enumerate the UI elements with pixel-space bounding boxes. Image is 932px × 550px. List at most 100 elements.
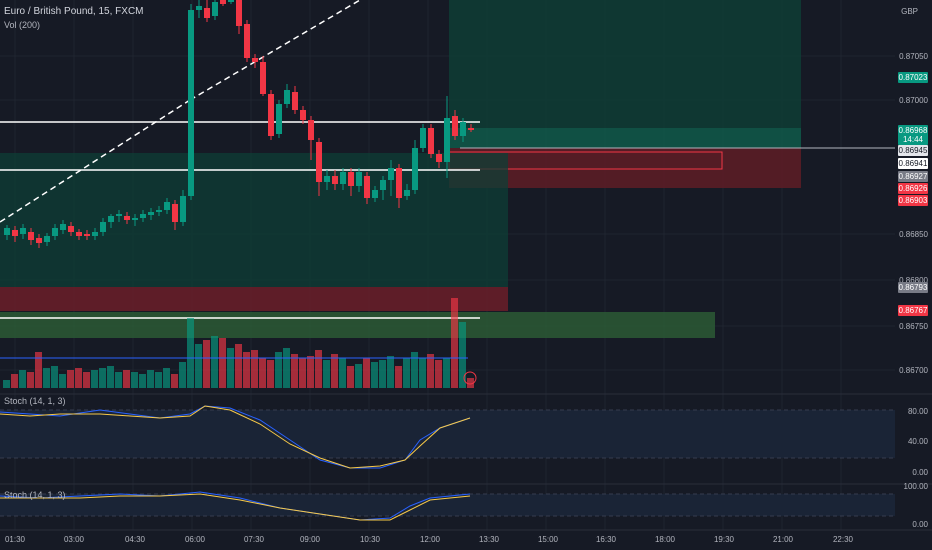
time-tick: 09:00 — [299, 535, 321, 544]
candle-body — [116, 214, 122, 216]
time-tick: 10:30 — [359, 535, 381, 544]
take-profit-zone — [449, 0, 801, 128]
trend-line — [189, 0, 361, 101]
stoch-indicator-label-1[interactable]: Stoch (14, 1, 3) — [4, 396, 66, 406]
candle-body — [292, 92, 298, 110]
volume-bar — [379, 360, 386, 388]
candle-body — [76, 232, 82, 236]
candle-body — [324, 176, 330, 182]
volume-bar — [139, 374, 146, 388]
price-tick: 0.87000 — [899, 96, 928, 105]
candle-body — [420, 128, 426, 148]
volume-bar — [19, 370, 26, 388]
candle-body — [348, 172, 354, 186]
candle-body — [180, 196, 186, 222]
candle-body — [20, 228, 26, 234]
volume-bar — [323, 360, 330, 388]
current-price-tag: 0.86968 14:44 — [898, 125, 928, 145]
candle-body — [236, 0, 242, 26]
position-zone — [449, 128, 801, 148]
volume-bar — [227, 348, 234, 388]
stoch-band — [0, 494, 895, 516]
time-tick: 16:30 — [595, 535, 617, 544]
volume-bar — [283, 348, 290, 388]
stoch-k-line — [0, 491, 471, 521]
time-tick: 06:00 — [184, 535, 206, 544]
candle-body — [316, 142, 322, 182]
volume-bar — [75, 368, 82, 388]
volume-bar — [107, 366, 114, 388]
candle-body — [364, 176, 370, 198]
price-tag: 0.86903 — [898, 195, 928, 206]
volume-bar — [147, 370, 154, 388]
price-tag: 0.86793 — [898, 282, 928, 293]
stoch-tick: 80.00 — [907, 407, 928, 416]
trend-line — [0, 99, 191, 223]
volume-bar — [219, 338, 226, 388]
stoch-band — [0, 410, 895, 458]
supply-zone — [0, 287, 508, 311]
volume-bar — [363, 358, 370, 388]
volume-bar — [187, 318, 194, 388]
time-tick: 01:30 — [4, 535, 26, 544]
volume-bar — [203, 340, 210, 388]
demand-zone — [0, 153, 508, 287]
volume-bar — [331, 354, 338, 388]
symbol-title[interactable]: Euro / British Pound, 15, FXCM — [4, 6, 144, 17]
candle-body — [268, 94, 274, 136]
countdown: 14:44 — [902, 135, 924, 144]
support-zone — [0, 312, 715, 338]
price-tag: 0.86927 — [898, 171, 928, 182]
stoch-k-line — [0, 405, 471, 469]
volume-bar — [427, 354, 434, 388]
volume-bar — [459, 322, 466, 388]
volume-bar — [59, 374, 66, 388]
volume-bar — [115, 372, 122, 388]
volume-bar — [27, 372, 34, 388]
candle-body — [404, 190, 410, 196]
candle-body — [108, 216, 114, 222]
volume-bar — [275, 352, 282, 388]
candle-body — [468, 128, 474, 130]
volume-indicator-label[interactable]: Vol (200) — [4, 20, 41, 30]
volume-bar — [411, 352, 418, 388]
alert-icon — [463, 371, 477, 385]
volume-bar — [451, 298, 458, 388]
candle-body — [44, 236, 50, 242]
candle-body — [140, 214, 146, 218]
candle-body — [156, 210, 162, 212]
volume-bar — [419, 358, 426, 388]
price-tag: 0.86941 — [898, 158, 928, 169]
candle-body — [300, 110, 306, 120]
candle-body — [412, 148, 418, 190]
volume-bar — [83, 372, 90, 388]
candle-body — [124, 216, 130, 220]
candle-body — [436, 154, 442, 162]
stoch-tick: 40.00 — [907, 437, 928, 446]
candle-body — [212, 2, 218, 16]
volume-bar — [67, 370, 74, 388]
current-price: 0.86968 — [898, 126, 928, 135]
volume-bar — [387, 356, 394, 388]
volume-bar — [347, 366, 354, 388]
stoch-indicator-label-2[interactable]: Stoch (14, 1, 3) — [4, 490, 66, 500]
volume-bar — [51, 366, 58, 388]
time-tick: 21:00 — [772, 535, 794, 544]
time-tick: 12:00 — [419, 535, 441, 544]
volume-bar — [395, 366, 402, 388]
candle-body — [164, 202, 170, 210]
volume-bar — [339, 358, 346, 388]
candle-body — [4, 228, 10, 235]
time-tick: 03:00 — [63, 535, 85, 544]
time-tick: 04:30 — [124, 535, 146, 544]
candle-body — [356, 172, 362, 186]
candle-body — [84, 234, 90, 236]
candle-body — [340, 172, 346, 184]
volume-bar — [211, 336, 218, 388]
candle-body — [372, 190, 378, 198]
volume-bar — [163, 368, 170, 388]
candle-body — [220, 0, 226, 4]
volume-bar — [371, 362, 378, 388]
candle-body — [380, 180, 386, 190]
